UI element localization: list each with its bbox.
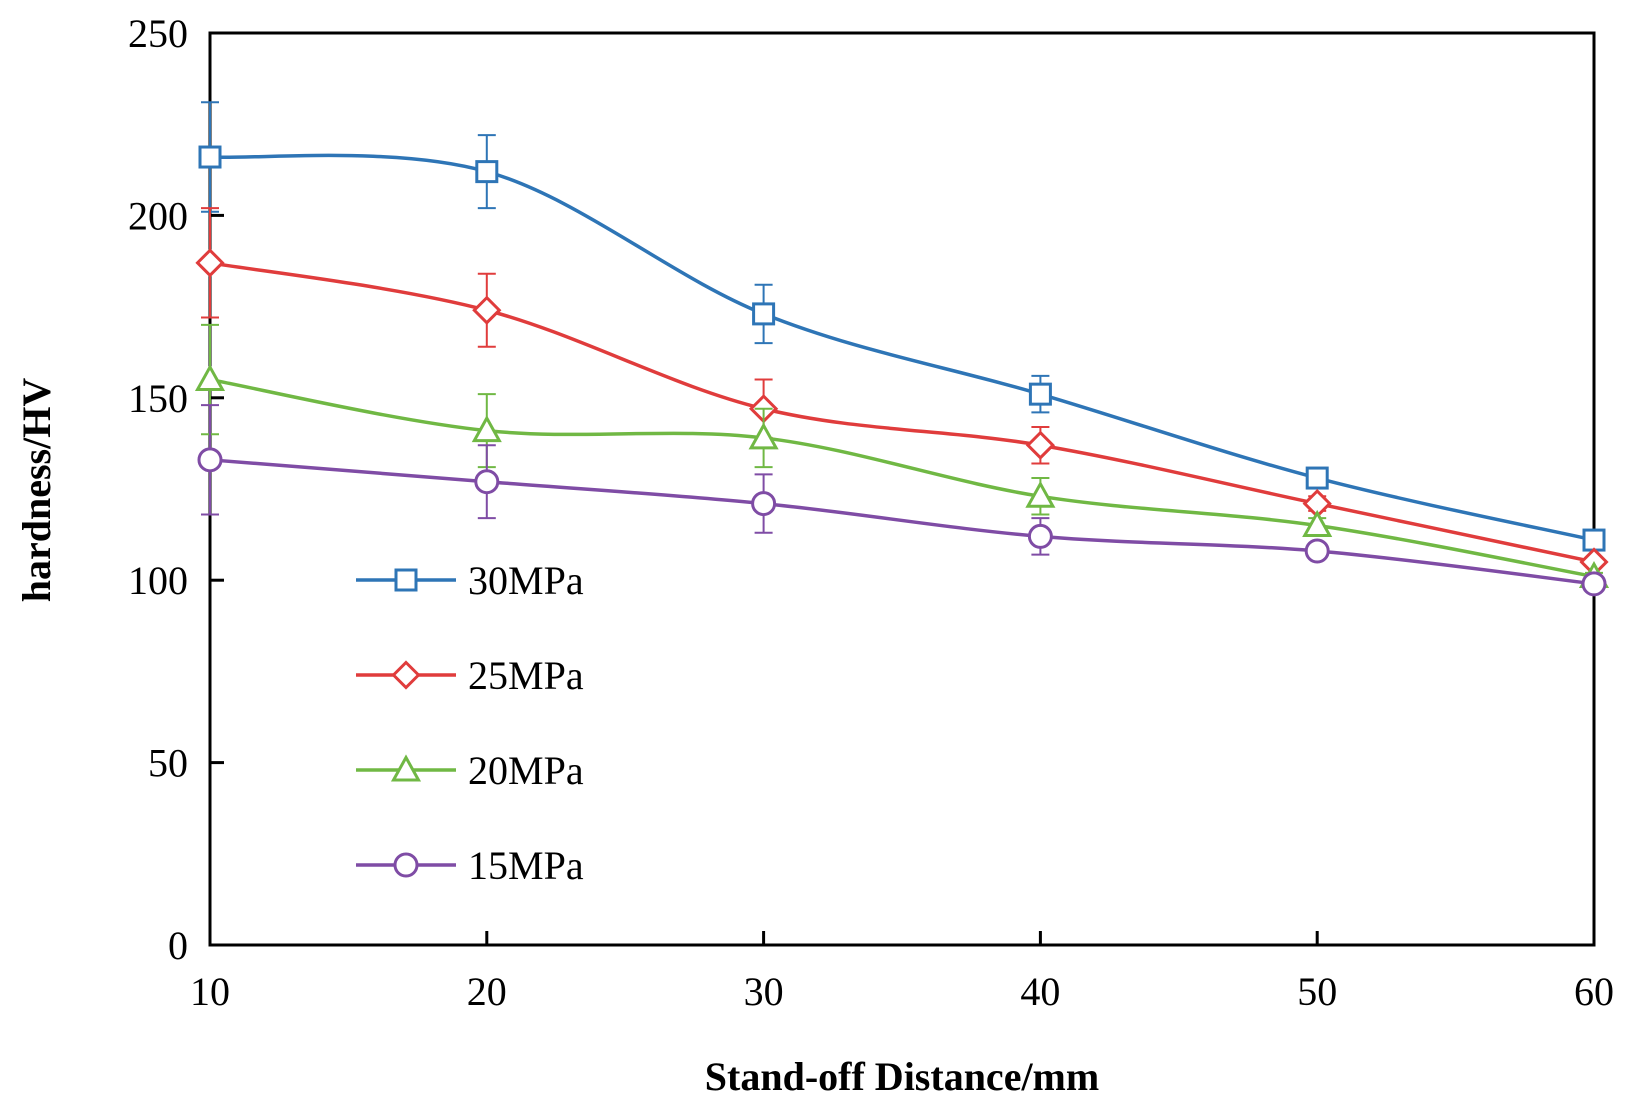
x-axis-title: Stand-off Distance/mm [705, 1054, 1099, 1099]
diamond-marker [391, 660, 421, 690]
series-line [209, 261, 1595, 564]
circle-marker [751, 491, 777, 517]
series-line [209, 377, 1595, 579]
legend-item: 20MPa [356, 748, 584, 793]
y-tick-label: 50 [148, 741, 188, 786]
square-marker [198, 145, 222, 169]
circle-marker [1027, 523, 1053, 549]
circle-marker [1581, 571, 1607, 597]
legend-label: 25MPa [468, 653, 584, 698]
legend-item: 25MPa [356, 653, 584, 698]
series-line [209, 458, 1595, 586]
y-axis-title: hardness/HV [14, 378, 59, 603]
triangle-marker [471, 415, 502, 443]
series-20mpa [194, 323, 1610, 589]
y-axis-ticks: 0 50 100 150 200 250 [128, 11, 224, 968]
legend-label: 30MPa [468, 558, 584, 603]
diamond-marker [195, 248, 225, 278]
series-30mpa [198, 101, 1606, 552]
triangle-marker [1302, 509, 1333, 537]
legend-label: 20MPa [468, 748, 584, 793]
x-tick-label: 10 [190, 969, 230, 1014]
x-tick-label: 60 [1574, 969, 1614, 1014]
square-marker [1582, 528, 1606, 552]
series-layer [194, 101, 1610, 597]
triangle-marker [390, 754, 422, 782]
legend-item: 30MPa [356, 558, 584, 603]
x-tick-label: 30 [744, 969, 784, 1014]
triangle-marker [748, 422, 779, 450]
y-tick-label: 0 [168, 923, 188, 968]
x-tick-label: 20 [467, 969, 507, 1014]
diamond-marker [1025, 430, 1056, 460]
circle-marker [1304, 538, 1330, 564]
square-marker [752, 302, 776, 326]
square-marker [475, 160, 499, 184]
triangle-marker [1025, 480, 1056, 508]
square-marker [394, 568, 418, 592]
legend-label: 15MPa [468, 843, 584, 888]
x-tick-label: 40 [1020, 969, 1060, 1014]
circle-marker [197, 447, 223, 473]
y-tick-label: 200 [128, 193, 188, 238]
y-tick-label: 100 [128, 558, 188, 603]
circle-marker [474, 469, 500, 495]
y-tick-label: 150 [128, 376, 188, 421]
square-marker [1028, 382, 1052, 406]
x-axis-ticks: 10 20 30 40 50 60 [190, 931, 1614, 1014]
square-marker [1305, 466, 1329, 490]
circle-marker [393, 852, 419, 878]
series-line [209, 153, 1595, 542]
legend-item: 15MPa [356, 843, 584, 888]
y-tick-label: 250 [128, 11, 188, 56]
plot-frame [208, 31, 1596, 947]
series-15mpa [197, 404, 1607, 597]
triangle-marker [194, 363, 226, 392]
x-tick-label: 50 [1297, 969, 1337, 1014]
legend: 30MPa 25MPa 20MPa 15MPa [356, 558, 584, 888]
diamond-marker [472, 295, 502, 325]
